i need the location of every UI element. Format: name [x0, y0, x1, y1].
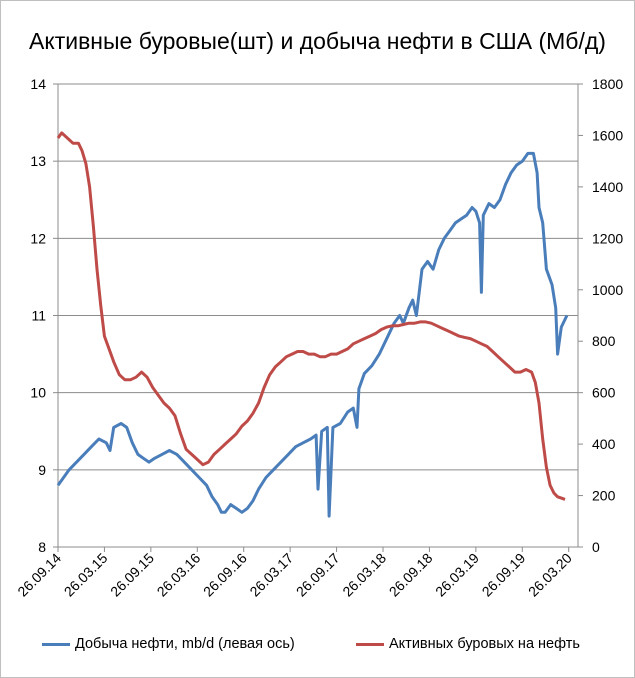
y-left-tick-label: 9 [38, 462, 46, 478]
x-tick-label: 26.03.18 [339, 550, 389, 600]
x-tick-label: 26.03.19 [432, 550, 482, 600]
y-left-tick-label: 12 [30, 230, 46, 246]
y-left-tick-label: 13 [30, 153, 46, 169]
x-tick-label: 26.09.15 [107, 550, 157, 600]
y-right-tick-label: 1000 [592, 282, 623, 298]
legend-item-rigs: Активных буровых на нефть [356, 636, 580, 652]
y-right-tick-label: 1800 [592, 76, 623, 92]
x-tick-label: 26.03.20 [525, 550, 575, 600]
x-tick-label: 26.03.16 [154, 550, 204, 600]
y-left-tick-label: 11 [31, 308, 46, 324]
x-tick-label: 26.09.17 [293, 550, 343, 600]
y-left-tick-label: 8 [38, 539, 46, 555]
chart-title: Активные буровые(шт) и добыча нефти в СШ… [29, 28, 606, 54]
gridlines [58, 83, 578, 548]
x-tick-label: 26.03.17 [246, 550, 296, 600]
series-line-production [56, 151, 569, 518]
y-right-tick-label: 800 [592, 333, 616, 349]
legend-swatch-production [42, 642, 70, 646]
legend-swatch-rigs [356, 642, 384, 646]
x-tick-label: 26.03.15 [61, 550, 111, 600]
legend-label-rigs: Активных буровых на нефть [389, 636, 580, 652]
y-left-tick-label: 14 [30, 76, 46, 92]
y-right-tick-labels: 0 200 400 600 800 1000 1200 1400 1600 1800 [578, 76, 623, 555]
legend-item-production: Добыча нефти, mb/d (левая ось) [42, 636, 295, 652]
y-right-tick-label: 0 [592, 539, 600, 555]
y-right-tick-label: 600 [592, 385, 616, 401]
y-right-tick-label: 400 [592, 436, 616, 452]
series-lines [56, 131, 569, 518]
legend: Добыча нефти, mb/d (левая ось) Активных … [0, 636, 635, 656]
series-line-rigs [56, 131, 566, 501]
x-tick-label: 26.09.18 [386, 550, 436, 600]
legend-label-production: Добыча нефти, mb/d (левая ось) [75, 636, 295, 652]
y-right-tick-label: 1200 [592, 230, 623, 246]
y-right-tick-label: 1400 [592, 179, 623, 195]
y-right-tick-label: 1600 [592, 127, 623, 143]
x-tick-label: 26.09.14 [14, 550, 64, 600]
y-right-tick-label: 200 [592, 488, 616, 504]
x-tick-label: 26.09.19 [479, 550, 529, 600]
y-left-tick-label: 10 [30, 385, 46, 401]
x-tick-label: 26.09.16 [200, 550, 250, 600]
x-tick-labels: 26.09.1426.03.1526.09.1526.03.1626.09.16… [14, 547, 575, 600]
y-left-tick-labels: 8 9 10 11 12 13 14 [30, 76, 58, 555]
